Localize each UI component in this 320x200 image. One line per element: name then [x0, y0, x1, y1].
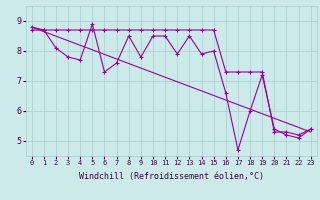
X-axis label: Windchill (Refroidissement éolien,°C): Windchill (Refroidissement éolien,°C)	[79, 172, 264, 181]
